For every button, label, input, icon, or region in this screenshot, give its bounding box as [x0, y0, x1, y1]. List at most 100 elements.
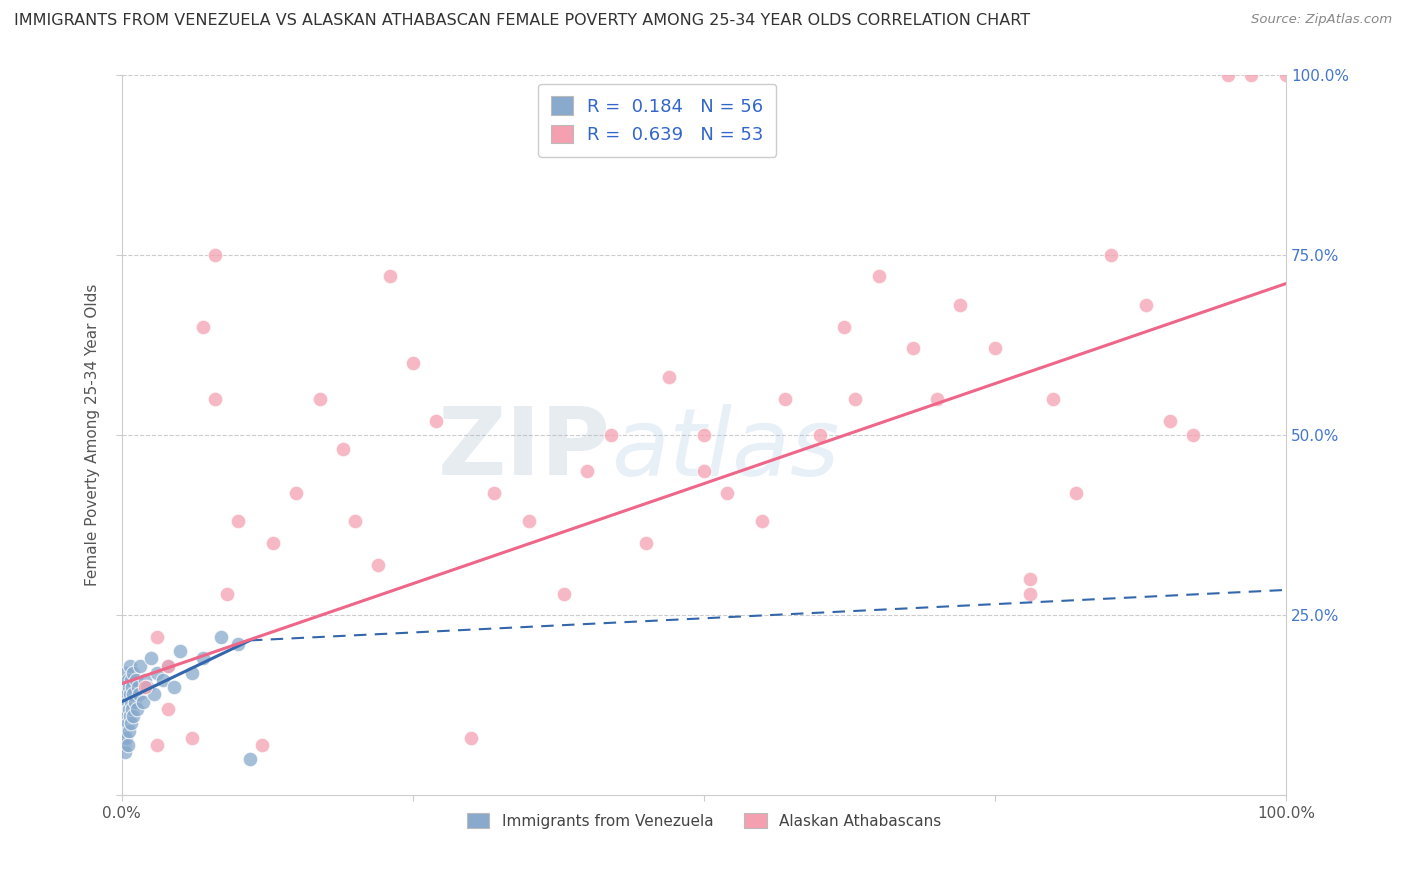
Point	[693, 428, 716, 442]
Point	[115, 688, 138, 702]
Point	[120, 716, 142, 731]
Point	[112, 716, 135, 731]
Point	[832, 319, 855, 334]
Point	[215, 586, 238, 600]
Point	[808, 428, 831, 442]
Point	[120, 673, 142, 687]
Point	[118, 688, 141, 702]
Y-axis label: Female Poverty Among 25-34 Year Olds: Female Poverty Among 25-34 Year Olds	[86, 284, 100, 586]
Point	[125, 702, 148, 716]
Point	[925, 392, 948, 406]
Point	[114, 723, 136, 738]
Point	[124, 695, 146, 709]
Point	[145, 665, 167, 680]
Point	[1159, 413, 1181, 427]
Point	[285, 485, 308, 500]
Point	[716, 485, 738, 500]
Point	[117, 738, 139, 752]
Point	[118, 658, 141, 673]
Point	[115, 709, 138, 723]
Point	[152, 673, 174, 687]
Point	[599, 428, 621, 442]
Point	[115, 665, 138, 680]
Point	[193, 651, 215, 665]
Point	[112, 695, 135, 709]
Point	[204, 248, 226, 262]
Point	[460, 731, 482, 745]
Point	[115, 731, 138, 745]
Point	[239, 752, 262, 766]
Point	[118, 709, 141, 723]
Point	[132, 695, 155, 709]
Point	[634, 536, 657, 550]
Point	[343, 515, 366, 529]
Point	[226, 515, 249, 529]
Point	[112, 680, 135, 694]
Point	[157, 658, 180, 673]
Point	[118, 702, 141, 716]
Point	[553, 586, 575, 600]
Point	[367, 558, 389, 572]
Point	[134, 673, 156, 687]
Point	[1018, 586, 1040, 600]
Point	[114, 673, 136, 687]
Point	[484, 485, 506, 500]
Point	[1099, 248, 1122, 262]
Point	[122, 688, 145, 702]
Point	[111, 688, 134, 702]
Point	[949, 298, 972, 312]
Point	[117, 673, 139, 687]
Point	[1042, 392, 1064, 406]
Point	[129, 658, 152, 673]
Point	[576, 464, 599, 478]
Text: ZIP: ZIP	[437, 403, 610, 495]
Point	[128, 688, 150, 702]
Point	[127, 680, 149, 694]
Point	[193, 319, 215, 334]
Text: IMMIGRANTS FROM VENEZUELA VS ALASKAN ATHABASCAN FEMALE POVERTY AMONG 25-34 YEAR : IMMIGRANTS FROM VENEZUELA VS ALASKAN ATH…	[14, 13, 1031, 29]
Point	[136, 680, 159, 694]
Point	[145, 738, 167, 752]
Point	[111, 723, 134, 738]
Text: Source: ZipAtlas.com: Source: ZipAtlas.com	[1251, 13, 1392, 27]
Point	[984, 342, 1007, 356]
Point	[844, 392, 866, 406]
Point	[139, 651, 162, 665]
Point	[425, 413, 447, 427]
Point	[180, 665, 202, 680]
Point	[118, 723, 141, 738]
Point	[117, 716, 139, 731]
Point	[1181, 428, 1204, 442]
Point	[112, 738, 135, 752]
Point	[402, 356, 425, 370]
Point	[120, 695, 142, 709]
Point	[134, 680, 156, 694]
Point	[180, 731, 202, 745]
Point	[204, 392, 226, 406]
Point	[1135, 298, 1157, 312]
Point	[121, 680, 143, 694]
Point	[143, 688, 166, 702]
Point	[775, 392, 797, 406]
Point	[903, 342, 925, 356]
Point	[157, 702, 180, 716]
Point	[111, 702, 134, 716]
Point	[169, 644, 191, 658]
Point	[262, 536, 284, 550]
Point	[226, 637, 249, 651]
Point	[118, 680, 141, 694]
Point	[1018, 572, 1040, 586]
Point	[1240, 68, 1263, 82]
Text: atlas: atlas	[610, 404, 839, 495]
Point	[121, 702, 143, 716]
Point	[111, 709, 134, 723]
Point	[114, 745, 136, 759]
Point	[114, 702, 136, 716]
Point	[332, 442, 354, 457]
Point	[517, 515, 540, 529]
Legend: Immigrants from Venezuela, Alaskan Athabascans: Immigrants from Venezuela, Alaskan Athab…	[460, 806, 948, 835]
Point	[868, 269, 890, 284]
Point	[209, 630, 232, 644]
Point	[157, 658, 180, 673]
Point	[163, 680, 186, 694]
